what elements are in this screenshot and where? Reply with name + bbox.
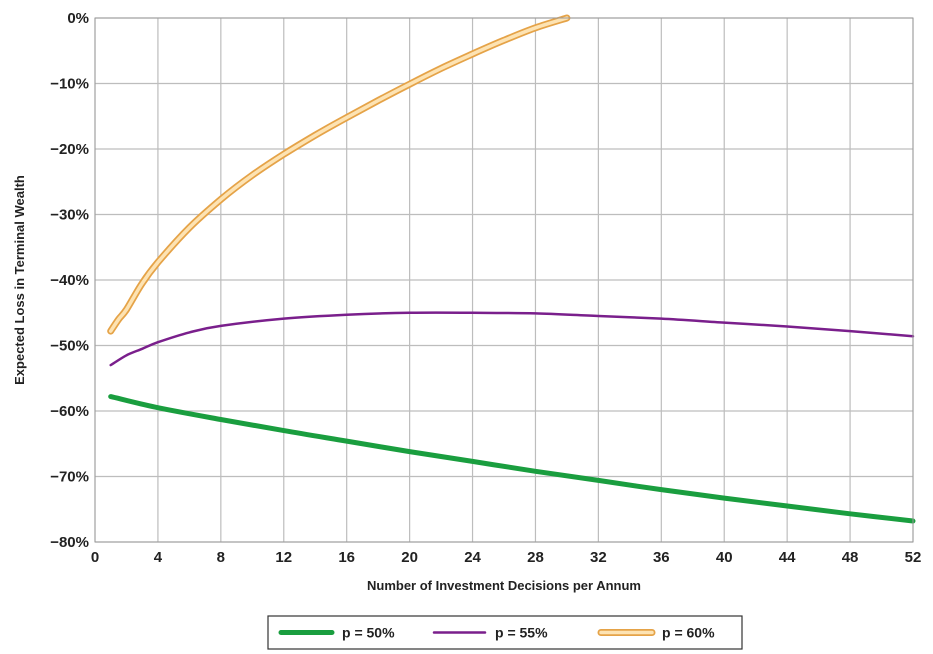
x-tick-label: 16 <box>338 549 355 566</box>
x-tick-label: 44 <box>779 549 796 566</box>
x-tick-label: 36 <box>653 549 670 566</box>
x-tick-label: 40 <box>716 549 733 566</box>
y-tick-label: −30% <box>50 207 89 224</box>
legend-label-1: p = 50% <box>342 625 395 641</box>
x-tick-label: 12 <box>275 549 292 566</box>
x-tick-label: 24 <box>464 549 481 566</box>
x-tick-label: 32 <box>590 549 607 566</box>
y-axis-title: Expected Loss in Terminal Wealth <box>12 175 27 385</box>
x-tick-label: 28 <box>527 549 544 566</box>
x-tick-label: 48 <box>842 549 859 566</box>
legend-label-3: p = 60% <box>662 625 715 641</box>
x-axis-ticks: 0 4 8 12 16 20 24 28 32 36 40 44 48 52 <box>91 549 922 566</box>
y-tick-label: −60% <box>50 403 89 420</box>
plot-area <box>94 17 914 543</box>
y-tick-label: −50% <box>50 338 89 355</box>
y-tick-label: −20% <box>50 141 89 158</box>
y-tick-label: 0% <box>67 10 89 27</box>
series-line-1 <box>108 394 916 524</box>
y-tick-label: −10% <box>50 76 89 93</box>
series-line-2 <box>109 311 915 367</box>
series-line-3 <box>108 16 569 333</box>
x-tick-label: 4 <box>154 549 163 566</box>
legend-label-2: p = 55% <box>495 625 548 641</box>
x-tick-label: 20 <box>401 549 418 566</box>
x-axis-title: Number of Investment Decisions per Annum <box>367 578 641 593</box>
x-tick-label: 8 <box>217 549 225 566</box>
legend: p = 50% p = 55% p = 60% <box>267 615 743 650</box>
y-tick-label: −70% <box>50 469 89 486</box>
legend-box <box>267 615 743 650</box>
y-tick-label: −80% <box>50 534 89 551</box>
y-axis-ticks: 0% −10% −20% −30% −40% −50% −60% −70% −80% <box>50 10 89 551</box>
x-tick-label: 0 <box>91 549 99 566</box>
x-tick-label: 52 <box>905 549 922 566</box>
y-tick-label: −40% <box>50 272 89 289</box>
grid-lines <box>94 17 914 543</box>
series-lines <box>107 14 916 524</box>
series-line-3-outline <box>107 14 571 335</box>
